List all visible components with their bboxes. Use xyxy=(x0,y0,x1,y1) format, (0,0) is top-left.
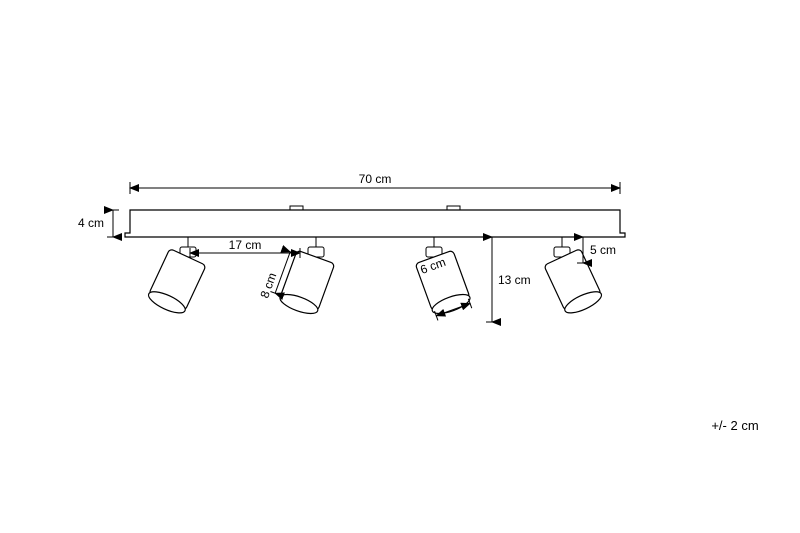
mounting-rail xyxy=(125,206,625,237)
dim-joint-length-label: 5 cm xyxy=(590,243,616,257)
spotlight-1 xyxy=(146,237,206,317)
tolerance-note: +/- 2 cm xyxy=(711,418,758,433)
dim-rail-height: 4 cm xyxy=(78,210,119,237)
dim-joint-length: 5 cm xyxy=(577,237,616,263)
dim-total-width: 70 cm xyxy=(130,172,620,194)
dim-drop-height-label: 13 cm xyxy=(498,273,531,287)
dim-lamp-spacing: 17 cm xyxy=(190,238,300,258)
dim-lamp-length-label: 8 cm xyxy=(257,271,279,300)
dim-total-width-label: 70 cm xyxy=(359,172,392,186)
dim-rail-height-label: 4 cm xyxy=(78,216,104,230)
dim-lamp-spacing-label: 17 cm xyxy=(229,238,262,252)
dim-drop-height: 13 cm xyxy=(486,237,531,322)
spotlight-2 xyxy=(278,237,335,317)
